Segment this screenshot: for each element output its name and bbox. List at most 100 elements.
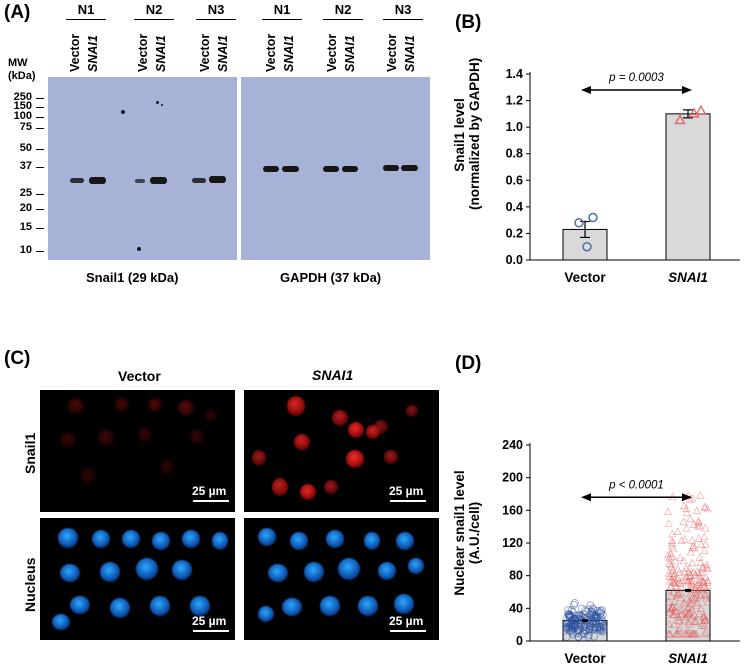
snai1-point	[694, 516, 703, 525]
snai1-point	[664, 519, 673, 527]
snai1-point	[701, 540, 710, 548]
vector-point	[562, 633, 571, 641]
mean-marker	[685, 588, 691, 592]
cell-nucleus	[190, 596, 210, 616]
cell-nucleus	[290, 532, 308, 550]
snai1-point	[688, 543, 697, 552]
vector-snail1-image: 25 µm	[40, 390, 235, 512]
panel-d-ylabel-line2: (A.U./cell)	[467, 501, 482, 565]
pvalue-text: p = 0.0003	[608, 72, 664, 84]
snai1-point	[666, 582, 675, 590]
snai1-point	[665, 572, 674, 580]
vector-point	[580, 626, 589, 635]
cell-nucleus	[358, 596, 378, 616]
snail1-blot	[48, 77, 237, 260]
vector-point	[567, 622, 575, 631]
snai1-point	[665, 559, 674, 567]
snai1-point	[685, 609, 694, 618]
snai1-point	[673, 527, 682, 536]
snai1-point	[699, 612, 708, 620]
cell-nucleus	[70, 596, 90, 614]
cell-nucleus	[272, 478, 288, 496]
cell-nucleus	[182, 530, 200, 548]
cell-nucleus	[268, 564, 288, 582]
snai1-point	[688, 592, 697, 601]
snai1-point	[690, 583, 699, 591]
lane-label-vector: Vector	[325, 33, 339, 72]
vector-point	[581, 606, 589, 615]
cell-nucleus	[294, 434, 310, 450]
lane-group-n1: N1	[273, 2, 291, 17]
snai1-point	[667, 560, 676, 569]
vector-nucleus-image: 25 µm	[40, 518, 235, 640]
cell-nucleus	[320, 596, 340, 616]
blot-speck	[137, 247, 141, 251]
snail1-blot-caption: Snail1 (29 kDa)	[86, 270, 179, 285]
cell-nucleus	[110, 598, 130, 618]
cell-nucleus	[68, 398, 84, 414]
panel-d-ylabel-line1: Nuclear snail1 level	[452, 470, 467, 596]
snai1-nucleus-image: 25 µm	[244, 518, 439, 640]
vector-point	[570, 599, 579, 607]
vector-point	[585, 625, 594, 634]
mw-tick	[36, 194, 44, 195]
lane-label-snai1: SNAI1	[403, 35, 417, 72]
y-tick-label: 0.6	[506, 173, 523, 187]
y-tick-label: 0.8	[506, 147, 523, 161]
snai1-point	[700, 621, 709, 630]
snai1-point	[681, 612, 690, 621]
cell-nucleus	[58, 528, 78, 548]
y-tick-label: 120	[502, 536, 523, 550]
panel-b-ylabel-line1: Snail1 level	[452, 98, 467, 172]
cell-nucleus	[115, 398, 129, 412]
mw-marker-10: 10	[19, 244, 32, 256]
lane-label-snai1: SNAI1	[154, 35, 168, 72]
mw-tick	[36, 98, 44, 99]
lane-label-vector: Vector	[264, 33, 278, 72]
snai1-point	[684, 572, 693, 580]
cell-nucleus	[98, 430, 114, 446]
snai1-point	[697, 540, 706, 548]
cell-nucleus	[60, 564, 80, 582]
panel-b-ylabel: Snail1 level (normalized by GAPDH)	[452, 58, 482, 210]
y-tick-label: 0.0	[506, 253, 523, 267]
panel-b-label: (B)	[455, 12, 482, 33]
cell-nucleus	[258, 528, 276, 546]
snai1-point	[666, 604, 675, 613]
mw-tick	[36, 228, 44, 229]
snai1-point	[695, 590, 704, 598]
col-label-snai1: SNAI1	[312, 367, 354, 383]
vector-point	[597, 624, 605, 633]
vector-point	[570, 600, 578, 609]
snai1-point	[700, 532, 709, 541]
scale-bar-label: 25 µm	[389, 484, 424, 498]
vector-point	[592, 612, 601, 621]
vector-point	[566, 627, 575, 635]
snai1-point	[692, 601, 701, 609]
snail1-band-n1-vector	[70, 178, 84, 183]
col-label-vector: Vector	[118, 368, 161, 384]
bar-snai1	[665, 113, 711, 261]
lane-group-line	[262, 19, 302, 20]
snai1-point	[675, 617, 684, 625]
gapdh-band-n3-vector	[383, 165, 399, 171]
cell-nucleus	[205, 410, 217, 422]
gapdh-band-n2-vector	[323, 166, 339, 172]
snai1-point	[684, 609, 693, 617]
snai1-point	[700, 502, 709, 511]
snai1-point	[667, 552, 676, 561]
mw-tick	[36, 117, 44, 118]
panel-c-label: (C)	[4, 348, 31, 369]
cell-nucleus	[346, 450, 364, 468]
gapdh-band-n3-snai1	[401, 165, 418, 171]
vector-point	[575, 611, 584, 620]
snai1-point	[665, 619, 674, 628]
cell-nucleus	[60, 432, 76, 448]
snai1-point	[701, 573, 710, 581]
snai1-point	[679, 556, 688, 564]
snai1-point	[686, 548, 695, 556]
snai1-point	[676, 553, 685, 561]
snai1-point	[674, 588, 683, 597]
snai1-point	[694, 568, 703, 577]
lane-label-vector: Vector	[136, 33, 150, 72]
